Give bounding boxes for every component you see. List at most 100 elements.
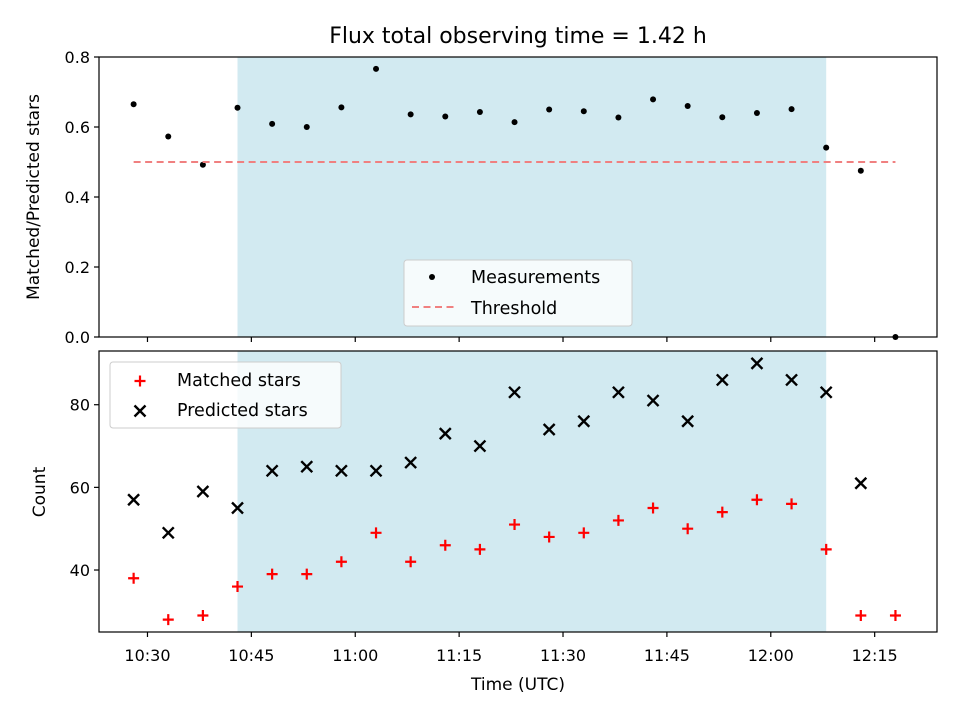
measurements-point [511,119,518,126]
x-tick-label: 12:00 [748,646,794,665]
top-plot-area: 0.0 0.2 0.4 0.6 0.8 [65,48,938,347]
predicted-stars-point [196,485,210,498]
predicted-stars-point [819,385,833,399]
matched-stars-point [509,519,521,531]
bottom-legend-box [109,361,342,429]
matched-stars-point [128,572,140,584]
measurements-point [684,103,691,109]
matched-stars-point [335,556,347,568]
x-tick-label: 12:15 [852,646,898,665]
measurements-point [234,104,241,111]
matched-stars-point [751,494,763,506]
measurements-point [476,108,483,115]
chart-title: Flux total observing time = 1.42 h [329,24,707,49]
predicted-stars-legend-label: Predicted stars [177,401,308,421]
measurements-point [857,167,864,174]
bottom-y-tick-label: 60 [70,478,90,497]
x-tick-label: 11:45 [644,646,690,665]
measurements-point [269,120,276,127]
x-tick-label: 10:30 [124,646,170,665]
top-y-axis-label: Matched/Predicted stars [24,94,44,300]
matched-stars-point [578,527,590,539]
matched-stars-point [232,581,244,593]
bottom-y-tick-label: 40 [70,561,90,580]
measurements-point [373,65,380,72]
matched-stars-point [301,568,313,580]
matched-stars-point [162,614,174,626]
matched-stars-legend-marker [134,375,146,387]
measurements-legend-marker [429,274,435,280]
measurements-point [130,101,137,108]
measurements-point [303,124,310,130]
measurements-point [788,106,795,113]
predicted-stars-point [681,414,695,428]
predicted-stars-point [265,464,279,478]
measurements-point [615,114,622,121]
x-axis-label: Time (UTC) [470,675,565,695]
x-tick-label: 11:15 [436,646,482,665]
matched-stars-point [855,609,867,621]
measurements-point [650,96,657,103]
predicted-stars-point [854,476,868,490]
matched-stars-point [612,514,624,526]
matched-stars-point [682,523,694,535]
predicted-stars-point [785,373,798,387]
x-tick-label: 11:00 [332,646,378,665]
matched-stars-point [820,543,832,555]
measurements-point [719,114,726,121]
matched-stars-point [439,539,451,551]
predicted-stars-point [577,414,591,428]
predicted-stars-point [750,357,764,370]
x-tick-label: 10:45 [228,646,274,665]
matched-stars-point [405,556,417,568]
matched-stars-point [474,543,486,555]
predicted-stars-point [715,373,729,387]
matched-stars-point [716,506,728,518]
matched-stars-point [370,527,382,539]
top-y-tick-label: 0.2 [65,258,90,277]
top-legend: Measurements Threshold [403,259,633,327]
predicted-stars-legend-marker [133,404,147,418]
predicted-stars-point [473,439,487,453]
predicted-stars-point [127,493,140,507]
matched-stars-point [543,531,555,543]
measurements-point [407,111,414,118]
x-tick-label: 11:30 [540,646,586,665]
measurements-point [580,108,587,115]
matched-stars-point [266,568,278,580]
measurements-point [753,110,760,116]
measurements-point [823,144,830,151]
top-y-tick-label: 0.0 [65,328,90,347]
measurements-point [546,106,553,113]
matched-stars-point [197,609,209,621]
predicted-stars-point [542,423,556,436]
predicted-stars-point [335,464,348,478]
predicted-stars-point [231,501,244,515]
bottom-legend: Matched stars Predicted stars [109,361,342,429]
bottom-y-axis-label: Count [30,466,50,517]
top-y-tick-label: 0.6 [65,118,90,137]
predicted-stars-point [404,456,418,469]
matched-stars-point [786,498,798,510]
matched-stars-point [647,502,659,514]
predicted-stars-point [161,526,175,540]
bottom-axes-frame [98,350,938,633]
measurements-legend-label: Measurements [471,268,600,288]
threshold-legend-label: Threshold [470,299,557,319]
measurements-point [165,133,172,140]
predicted-stars-point [508,385,521,399]
predicted-stars-point [369,464,383,478]
predicted-stars-point [300,460,314,474]
measurements-point [338,104,345,111]
predicted-stars-point [612,385,625,399]
top-y-tick-label: 0.4 [65,188,90,207]
top-legend-box [403,259,633,327]
top-y-tick-label: 0.8 [65,48,90,67]
bottom-y-tick-label: 80 [70,396,90,415]
matched-stars-point [889,609,901,621]
measurements-point [442,113,449,120]
matched-stars-legend-label: Matched stars [177,371,301,391]
predicted-stars-point [438,427,452,440]
